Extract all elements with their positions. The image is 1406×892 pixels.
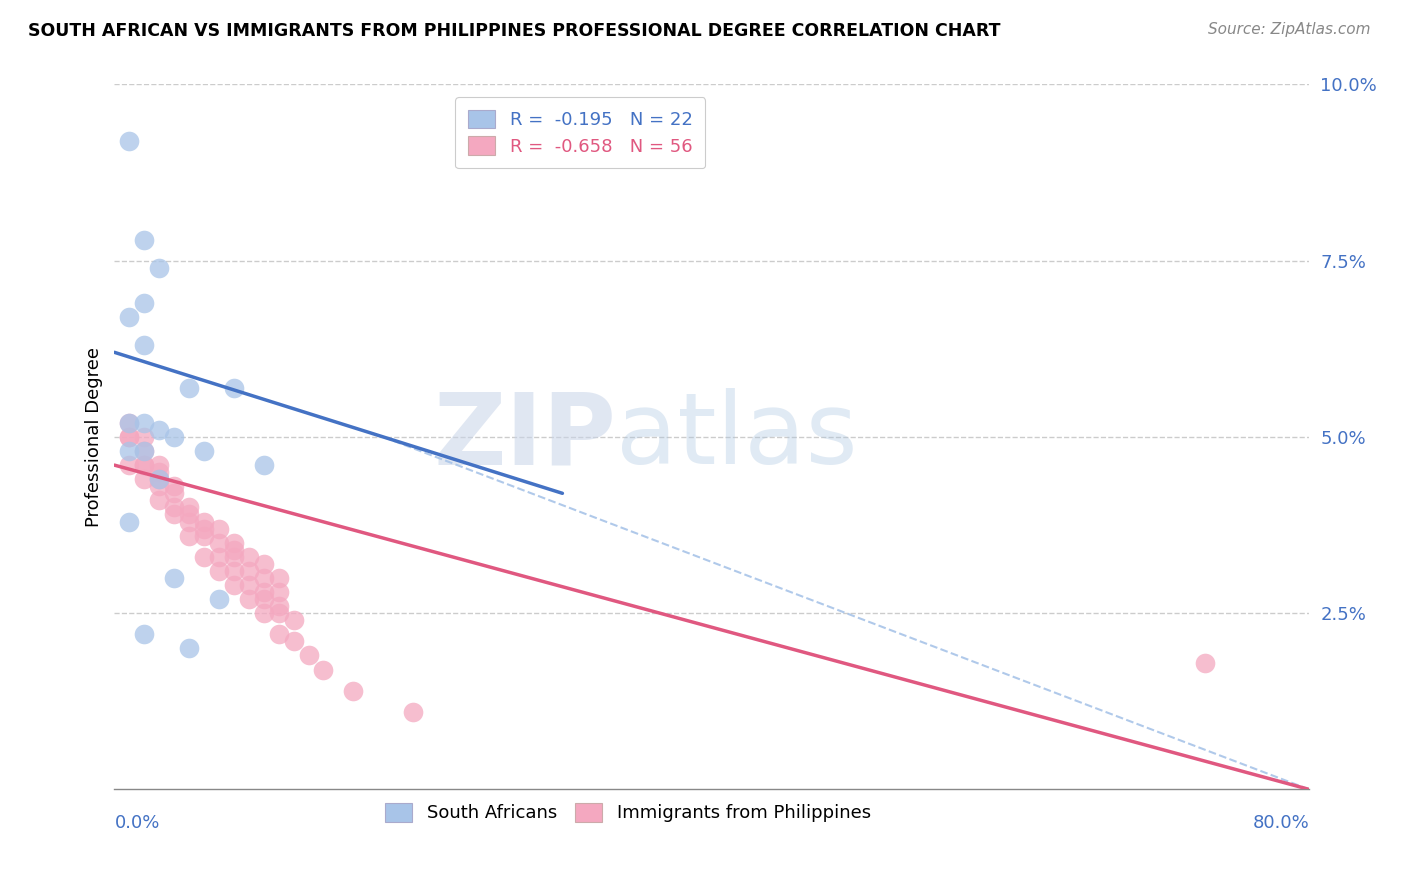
Legend: South Africans, Immigrants from Philippines: South Africans, Immigrants from Philippi… <box>378 796 879 830</box>
Point <box>208 592 231 607</box>
Point <box>283 613 305 627</box>
Text: Source: ZipAtlas.com: Source: ZipAtlas.com <box>1208 22 1371 37</box>
Point <box>118 416 141 430</box>
Point <box>177 515 200 529</box>
Point <box>163 430 186 444</box>
Point <box>148 472 170 486</box>
Text: SOUTH AFRICAN VS IMMIGRANTS FROM PHILIPPINES PROFESSIONAL DEGREE CORRELATION CHA: SOUTH AFRICAN VS IMMIGRANTS FROM PHILIPP… <box>28 22 1001 40</box>
Text: ZIP: ZIP <box>433 388 616 485</box>
Point <box>134 458 156 472</box>
Point <box>163 486 186 500</box>
Point <box>267 571 290 585</box>
Point <box>148 465 170 479</box>
Point <box>208 522 231 536</box>
Point <box>118 430 141 444</box>
Point <box>163 500 186 515</box>
Point <box>222 549 245 564</box>
Point <box>297 648 319 663</box>
Point <box>238 592 260 607</box>
Point <box>222 564 245 578</box>
Point <box>148 472 170 486</box>
Point <box>118 444 141 458</box>
Point <box>134 444 156 458</box>
Point <box>177 641 200 656</box>
Point <box>342 683 364 698</box>
Point <box>193 515 215 529</box>
Point <box>163 479 186 493</box>
Point <box>267 606 290 620</box>
Point <box>402 705 425 719</box>
Point <box>208 535 231 549</box>
Point <box>148 493 170 508</box>
Point <box>177 380 200 394</box>
Point <box>134 627 156 641</box>
Point <box>118 310 141 324</box>
Point <box>193 444 215 458</box>
Point <box>193 549 215 564</box>
Point <box>253 557 276 571</box>
Point <box>193 522 215 536</box>
Point <box>134 472 156 486</box>
Point <box>163 571 186 585</box>
Point <box>148 479 170 493</box>
Point <box>177 528 200 542</box>
Point <box>283 634 305 648</box>
Point <box>222 542 245 557</box>
Point <box>312 663 335 677</box>
Point <box>1194 656 1216 670</box>
Point <box>134 416 156 430</box>
Point <box>253 592 276 607</box>
Point <box>118 416 141 430</box>
Point <box>222 535 245 549</box>
Point <box>253 458 276 472</box>
Point <box>134 296 156 310</box>
Point <box>238 564 260 578</box>
Point <box>208 564 231 578</box>
Text: atlas: atlas <box>616 388 858 485</box>
Point <box>118 515 141 529</box>
Point <box>177 500 200 515</box>
Point <box>148 458 170 472</box>
Point <box>238 549 260 564</box>
Point <box>134 233 156 247</box>
Point <box>118 458 141 472</box>
Point <box>238 578 260 592</box>
Point <box>267 627 290 641</box>
Point <box>163 508 186 522</box>
Point <box>148 423 170 437</box>
Point <box>134 430 156 444</box>
Point <box>222 578 245 592</box>
Point <box>134 458 156 472</box>
Point <box>193 528 215 542</box>
Y-axis label: Professional Degree: Professional Degree <box>86 347 103 527</box>
Point <box>118 134 141 148</box>
Point <box>134 444 156 458</box>
Point <box>208 549 231 564</box>
Point <box>134 338 156 352</box>
Point <box>118 430 141 444</box>
Point <box>253 606 276 620</box>
Point <box>267 599 290 613</box>
Text: 0.0%: 0.0% <box>114 814 160 832</box>
Point <box>253 571 276 585</box>
Text: 80.0%: 80.0% <box>1253 814 1309 832</box>
Point <box>267 585 290 599</box>
Point <box>148 260 170 275</box>
Point <box>253 585 276 599</box>
Point <box>177 508 200 522</box>
Point <box>222 380 245 394</box>
